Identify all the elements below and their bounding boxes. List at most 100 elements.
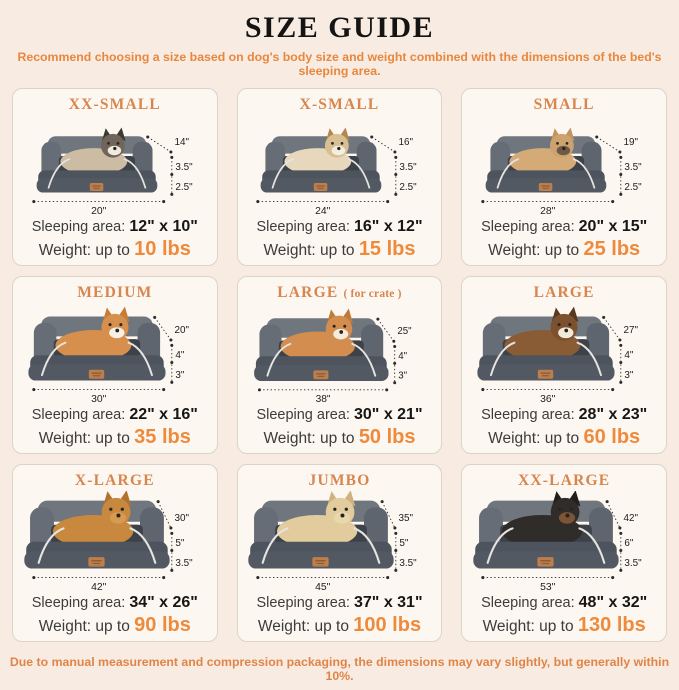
dog-bed-graphic — [485, 127, 607, 193]
width-dimension-label: 45" — [316, 582, 332, 592]
dimension-dot — [170, 172, 174, 177]
brand-tag — [89, 183, 104, 191]
dimension-dot — [161, 388, 166, 392]
sleeping-area-line: Sleeping area: 20" x 15" — [481, 218, 647, 236]
bed-piping-right — [351, 342, 377, 377]
width-dimension-label: 20" — [91, 206, 107, 216]
base-height-label: 3" — [625, 370, 635, 381]
bolster-height-label: 5" — [175, 538, 185, 549]
dimension-dot — [386, 576, 390, 580]
size-card-xx-small: XX-SMALL — [12, 88, 218, 266]
dimension-dot — [146, 135, 150, 139]
size-name: XX-SMALL — [68, 96, 161, 113]
dog-bed-graphic — [36, 127, 158, 193]
pet-eye — [331, 142, 335, 145]
depth-dimension-label: 19" — [624, 137, 639, 148]
dimension-dot — [619, 568, 623, 572]
size-title: X-LARGE — [75, 471, 155, 490]
sleeping-area-value: 30" x 21" — [353, 406, 423, 423]
dimension-dot — [619, 172, 623, 177]
pet-eye — [565, 142, 569, 145]
pet-eye — [343, 324, 347, 328]
base-height-label: 2.5" — [625, 182, 643, 193]
french-bulldog-illustration — [509, 127, 577, 176]
pet-nose — [339, 330, 344, 334]
pet-muzzle — [109, 512, 126, 524]
depth-dimension-label: 30" — [174, 513, 189, 524]
bed-piping-right — [129, 527, 157, 564]
weight-line: Weight: up to 50 lbs — [263, 425, 415, 451]
brand-tag-mark — [92, 185, 101, 187]
brand-tag-mark — [317, 562, 325, 565]
pet-muzzle — [333, 328, 349, 340]
sleeping-area-value: 22" x 16" — [129, 406, 198, 423]
weight-label: Weight: up to — [38, 430, 135, 447]
size-name: MEDIUM — [77, 284, 153, 301]
brand-tag — [537, 557, 554, 567]
dimension-dot — [393, 381, 397, 385]
dimension-dot — [619, 155, 623, 159]
dimension-annotations: 20" 4" 3" 30" — [32, 315, 189, 404]
size-card-large-crate: LARGE ( for crate ) — [236, 276, 443, 454]
base-height-label: 2.5" — [175, 182, 193, 193]
dimension-dot — [386, 200, 390, 204]
dimension-dot — [394, 155, 398, 159]
dimension-dot — [619, 360, 623, 365]
rottweiler-illustration — [502, 491, 583, 548]
dimension-dot — [392, 339, 396, 343]
dimension-annotations: 25" 4" 3" 38" — [258, 317, 413, 404]
sleeping-area-label: Sleeping area: — [31, 595, 130, 611]
pet-muzzle — [332, 145, 346, 156]
bolster-height-label: 5" — [400, 538, 410, 549]
weight-value: 50 lbs — [358, 426, 416, 448]
sleeping-area-value: 48" x 32" — [578, 594, 648, 611]
dimension-annotations: 19" 3.5" 2.5" 28" — [481, 135, 642, 216]
cat-illustration — [60, 127, 127, 176]
weight-label: Weight: up to — [263, 242, 359, 259]
weight-line: Weight: up to 10 lbs — [39, 237, 191, 263]
size-title: JUMBO — [309, 471, 371, 490]
depth-dimension-label: 20" — [174, 325, 189, 336]
weight-line: Weight: up to 15 lbs — [263, 237, 415, 263]
dimension-dot — [370, 135, 374, 139]
sleeping-area-line: Sleeping area: 37" x 31" — [256, 594, 422, 612]
depth-dimension-line — [147, 136, 171, 153]
size-name: JUMBO — [308, 472, 371, 489]
depth-dimension-label: 25" — [398, 326, 413, 337]
dimension-dot — [156, 500, 160, 504]
weight-label: Weight: up to — [38, 242, 135, 259]
base-height-label: 3.5" — [175, 558, 193, 569]
dimension-dot — [619, 531, 623, 535]
bed-piping-left — [47, 158, 70, 189]
pet-muzzle — [559, 512, 576, 524]
weight-label: Weight: up to — [488, 430, 584, 447]
brand-tag-mark — [540, 559, 551, 562]
pet-muzzle — [556, 145, 571, 156]
depth-dimension-label: 16" — [399, 137, 414, 148]
weight-label: Weight: up to — [257, 618, 354, 635]
dimension-dot — [619, 343, 623, 347]
brand-tag-mark — [540, 372, 551, 374]
weight-value: 130 lbs — [577, 614, 646, 636]
depth-dimension-line — [157, 501, 172, 529]
width-dimension-label: 24" — [316, 206, 332, 216]
dimension-annotations: 14" 3.5" 2.5" 20" — [32, 135, 193, 216]
dimension-annotations: 42" 6" 3.5" 53" — [481, 500, 642, 592]
dimension-dot — [602, 315, 606, 319]
weight-line: Weight: up to 100 lbs — [258, 613, 421, 639]
weight-line: Weight: up to 90 lbs — [39, 613, 191, 639]
bed-piping-right — [348, 158, 371, 189]
dimension-annotations: 16" 3.5" 2.5" 24" — [256, 135, 418, 216]
dog-bed-graphic — [248, 491, 395, 569]
recommendation-note: Recommend choosing a size based on dog's… — [17, 50, 662, 78]
weight-label: Weight: up to — [482, 618, 578, 635]
sleeping-area-label: Sleeping area: — [481, 219, 579, 235]
dimension-dot — [618, 526, 622, 530]
bed-piping-left — [490, 341, 516, 377]
depth-dimension-line — [371, 136, 396, 153]
sleeping-area-line: Sleeping area: 28" x 23" — [481, 406, 647, 424]
size-card-x-small: X-SMALL — [236, 88, 443, 266]
weight-value: 100 lbs — [353, 614, 422, 636]
depth-dimension-label: 42" — [624, 513, 639, 524]
sleeping-area-label: Sleeping area: — [481, 595, 579, 611]
